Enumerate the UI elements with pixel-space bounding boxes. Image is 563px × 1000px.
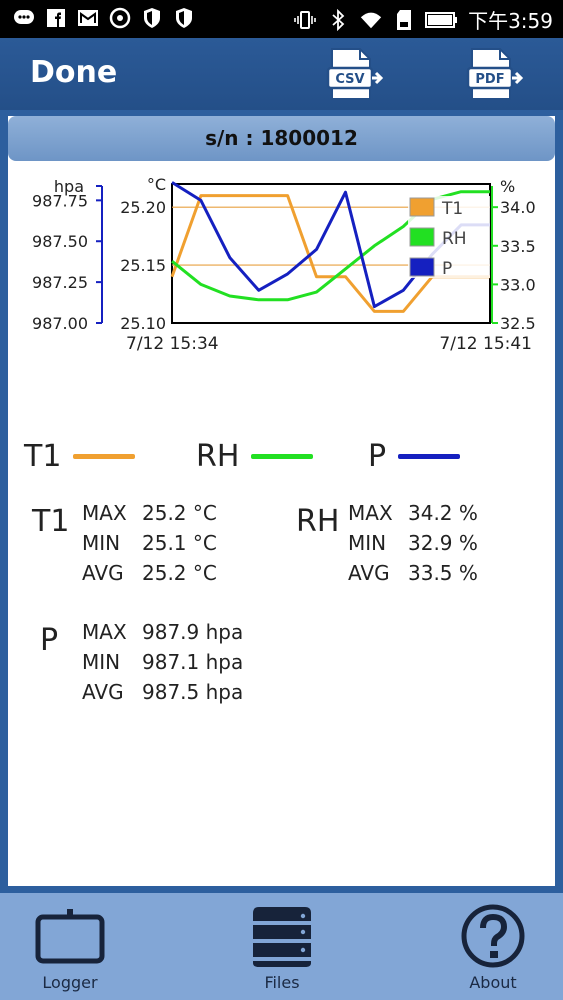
- legend-row: T1 RH P: [8, 439, 555, 479]
- serial-number-bar: s/n : 1800012: [8, 116, 555, 161]
- p-avg: 987.5 hpa: [142, 680, 244, 704]
- stats-rh-values: MAX 34.2 % MIN 32.9 % AVG 33.5 %: [348, 498, 478, 588]
- legend-line-t1: [73, 454, 136, 459]
- stats-p-name: P: [40, 623, 59, 658]
- system-icons: 下午3:59: [293, 5, 553, 34]
- battery-icon: [425, 8, 459, 32]
- legend-item-rh: RH: [196, 439, 314, 474]
- max-key: MAX: [82, 501, 127, 525]
- notification-icons: [12, 6, 196, 30]
- mail-icon: [76, 6, 100, 30]
- t1-min: 25.1 °C: [142, 531, 217, 555]
- min-key: MIN: [82, 650, 121, 674]
- max-key: MAX: [348, 501, 393, 525]
- temperature-tick-label: 25.20: [120, 198, 166, 217]
- temperature-tick-label: 25.15: [120, 256, 166, 275]
- legend-line-rh: [251, 454, 314, 459]
- done-button[interactable]: Done: [30, 55, 118, 90]
- shield-icon: [140, 6, 164, 30]
- status-bar: 下午3:59: [0, 0, 563, 38]
- pdf-label: PDF: [475, 72, 504, 87]
- clock: 下午3:59: [468, 9, 553, 33]
- legend-label-p: P: [368, 439, 387, 474]
- stats-t1-values: MAX 25.2 °C MIN 25.1 °C AVG 25.2 °C: [82, 498, 217, 588]
- legend-label-t1: T1: [24, 439, 62, 474]
- nav-files-label: Files: [264, 973, 300, 992]
- humidity-tick-label: 33.0: [500, 275, 536, 294]
- vibrate-icon: [293, 8, 317, 32]
- content-panel: s/n : 1800012 hpa °C% 987.75 987.50 987.25 98…: [8, 116, 555, 886]
- nav-about[interactable]: About: [423, 893, 563, 1000]
- legend-item-p: P: [368, 439, 461, 474]
- sensor-chart: hpa °C % 987.75 987.50 987.25 987.00 25.20 25.15…: [32, 175, 536, 354]
- temperature-tick-label: 25.10: [120, 314, 166, 333]
- help-icon: [461, 904, 525, 968]
- pdf-file-icon: PDF: [466, 48, 524, 100]
- pressure-tick-label: 987.00: [32, 314, 88, 333]
- csv-file-icon: CSV: [326, 48, 384, 100]
- nav-logger-label: Logger: [42, 973, 98, 992]
- sd-card-icon: [392, 8, 416, 32]
- nav-logger[interactable]: Logger: [0, 893, 140, 1000]
- legend-line-p: [398, 454, 461, 459]
- x-start-label: 7/12 15:34: [126, 334, 219, 354]
- chart-legend-label-t1: T1: [441, 199, 463, 219]
- t1-avg: 25.2 °C: [142, 561, 217, 585]
- avg-key: AVG: [82, 561, 124, 585]
- chart-legend-swatch-t1: [409, 197, 435, 217]
- humidity-tick-label: 33.5: [500, 237, 536, 256]
- avg-key: AVG: [348, 561, 390, 585]
- max-key: MAX: [82, 620, 127, 644]
- pressure-tick-label: 987.25: [32, 273, 88, 292]
- min-key: MIN: [348, 531, 387, 555]
- app-bar: Done CSV PDF: [0, 38, 563, 110]
- chart-legend-swatch-rh: [409, 227, 435, 247]
- wifi-icon: [359, 8, 383, 32]
- chart-legend-label-rh: RH: [442, 229, 467, 249]
- shield-icon: [172, 6, 196, 30]
- rh-min: 32.9 %: [408, 531, 478, 555]
- export-csv-button[interactable]: CSV: [326, 46, 386, 102]
- facebook-icon: [44, 6, 68, 30]
- chat-icon: [12, 6, 36, 30]
- x-end-label: 7/12 15:41: [439, 334, 532, 354]
- stats-t1-name: T1: [32, 504, 70, 539]
- legend-label-rh: RH: [196, 439, 240, 474]
- avg-key: AVG: [82, 680, 124, 704]
- rh-max: 34.2 %: [408, 501, 478, 525]
- logger-icon: [35, 909, 105, 964]
- stats-rh-name: RH: [296, 504, 340, 539]
- bottom-nav: Logger Files About: [0, 893, 563, 1000]
- bluetooth-icon: [326, 8, 350, 32]
- csv-label: CSV: [335, 72, 364, 87]
- humidity-tick-label: 34.0: [500, 198, 536, 217]
- files-server-icon: [253, 907, 311, 967]
- p-max: 987.9 hpa: [142, 620, 244, 644]
- humidity-tick-label: 32.5: [500, 314, 536, 333]
- rh-avg: 33.5 %: [408, 561, 478, 585]
- legend-item-t1: T1: [24, 439, 136, 474]
- stats-p-values: MAX 987.9 hpa MIN 987.1 hpa AVG 987.5 hpa: [82, 617, 243, 707]
- nav-files[interactable]: Files: [212, 893, 352, 1000]
- export-pdf-button[interactable]: PDF: [466, 46, 526, 102]
- pressure-tick-label: 987.50: [32, 232, 88, 251]
- humidity-unit-label: %: [500, 177, 515, 196]
- p-min: 987.1 hpa: [142, 650, 244, 674]
- chart-legend-label-p: P: [442, 259, 452, 279]
- t1-max: 25.2 °C: [142, 501, 217, 525]
- temperature-unit-label: °C: [147, 175, 166, 194]
- pressure-unit-label: hpa: [54, 177, 84, 196]
- sync-icon: [108, 6, 132, 30]
- nav-about-label: About: [469, 973, 517, 992]
- pressure-tick-label: 987.75: [32, 191, 88, 210]
- min-key: MIN: [82, 531, 121, 555]
- chart-legend-swatch-p: [409, 257, 435, 277]
